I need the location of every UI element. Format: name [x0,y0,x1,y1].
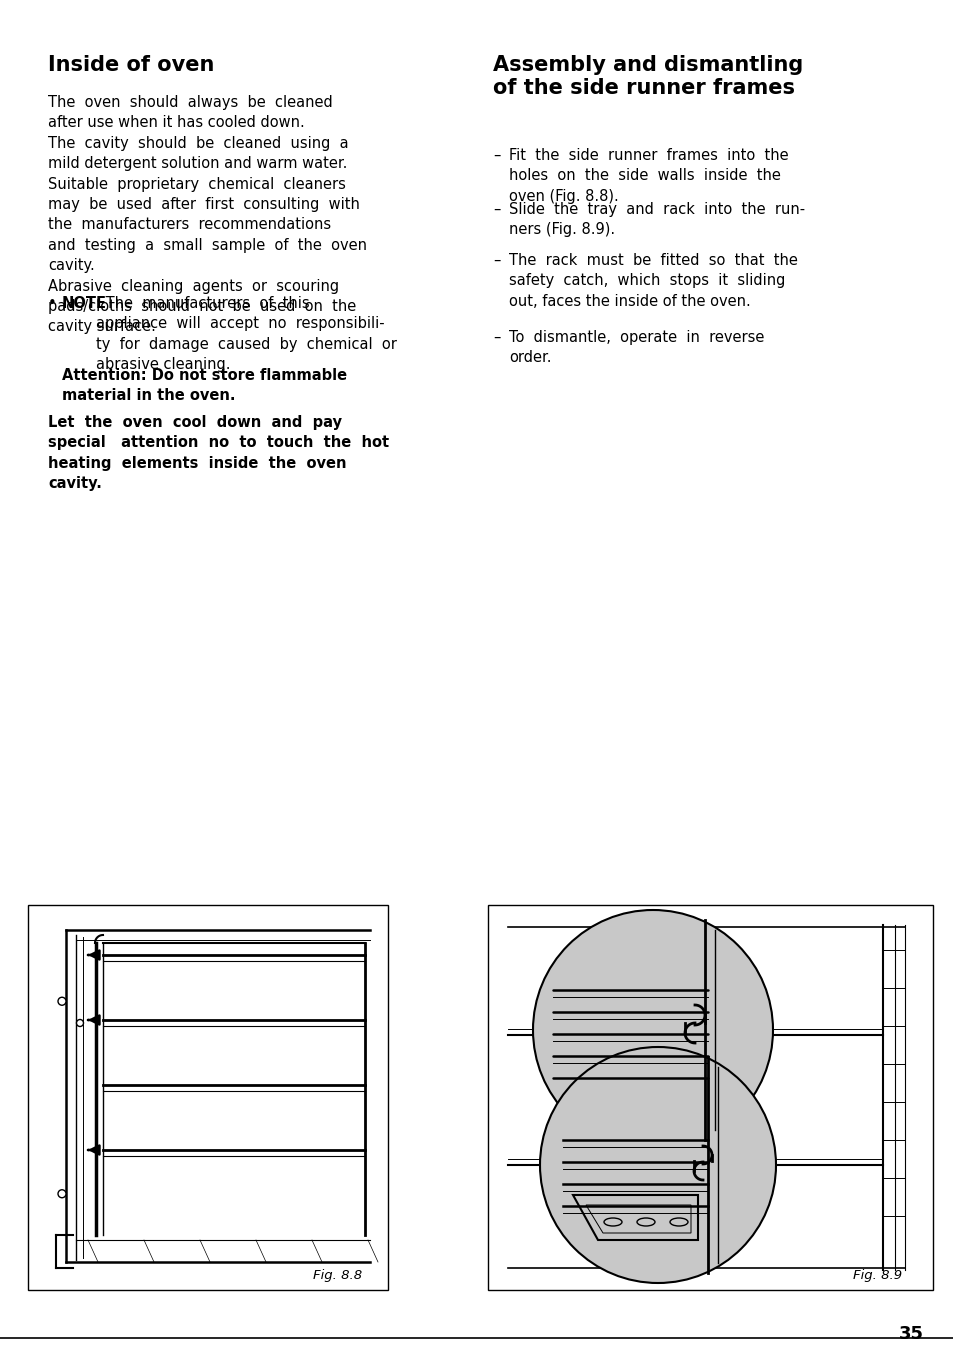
Circle shape [76,1020,84,1026]
Text: Assembly and dismantling
of the side runner frames: Assembly and dismantling of the side run… [493,56,802,99]
Text: Slide  the  tray  and  rack  into  the  run-
ners (Fig. 8.9).: Slide the tray and rack into the run- ne… [509,202,804,237]
Ellipse shape [603,1219,621,1225]
Circle shape [58,998,66,1005]
Text: •: • [48,297,56,311]
Text: 35: 35 [898,1326,923,1343]
Ellipse shape [669,1219,687,1225]
Text: Inside of oven: Inside of oven [48,56,214,74]
Text: Attention: Do not store flammable
material in the oven.: Attention: Do not store flammable materi… [62,368,347,403]
Text: The  oven  should  always  be  cleaned
after use when it has cooled down.
The  c: The oven should always be cleaned after … [48,95,367,334]
Text: –: – [493,253,500,268]
Text: The  rack  must  be  fitted  so  that  the
safety  catch,  which  stops  it  sli: The rack must be fitted so that the safe… [509,253,797,309]
Text: NOTE: NOTE [62,297,107,311]
Text: Let  the  oven  cool  down  and  pay
special   attention  no  to  touch  the  ho: Let the oven cool down and pay special a… [48,414,389,492]
Circle shape [58,1190,66,1198]
Text: Fig. 8.9: Fig. 8.9 [852,1269,902,1282]
Text: To  dismantle,  operate  in  reverse
order.: To dismantle, operate in reverse order. [509,330,763,366]
Text: Fig. 8.8: Fig. 8.8 [313,1269,362,1282]
Text: : The  manufacturers  of  this
appliance  will  accept  no  responsibili-
ty  fo: : The manufacturers of this appliance wi… [96,297,396,372]
Bar [28,904,388,1290]
Circle shape [533,910,772,1150]
Text: –: – [493,202,500,217]
Text: –: – [493,148,500,162]
Text: Fit  the  side  runner  frames  into  the
holes  on  the  side  walls  inside  t: Fit the side runner frames into the hole… [509,148,788,204]
Text: –: – [493,330,500,345]
Bar [488,904,932,1290]
Circle shape [539,1047,775,1284]
Ellipse shape [637,1219,655,1225]
